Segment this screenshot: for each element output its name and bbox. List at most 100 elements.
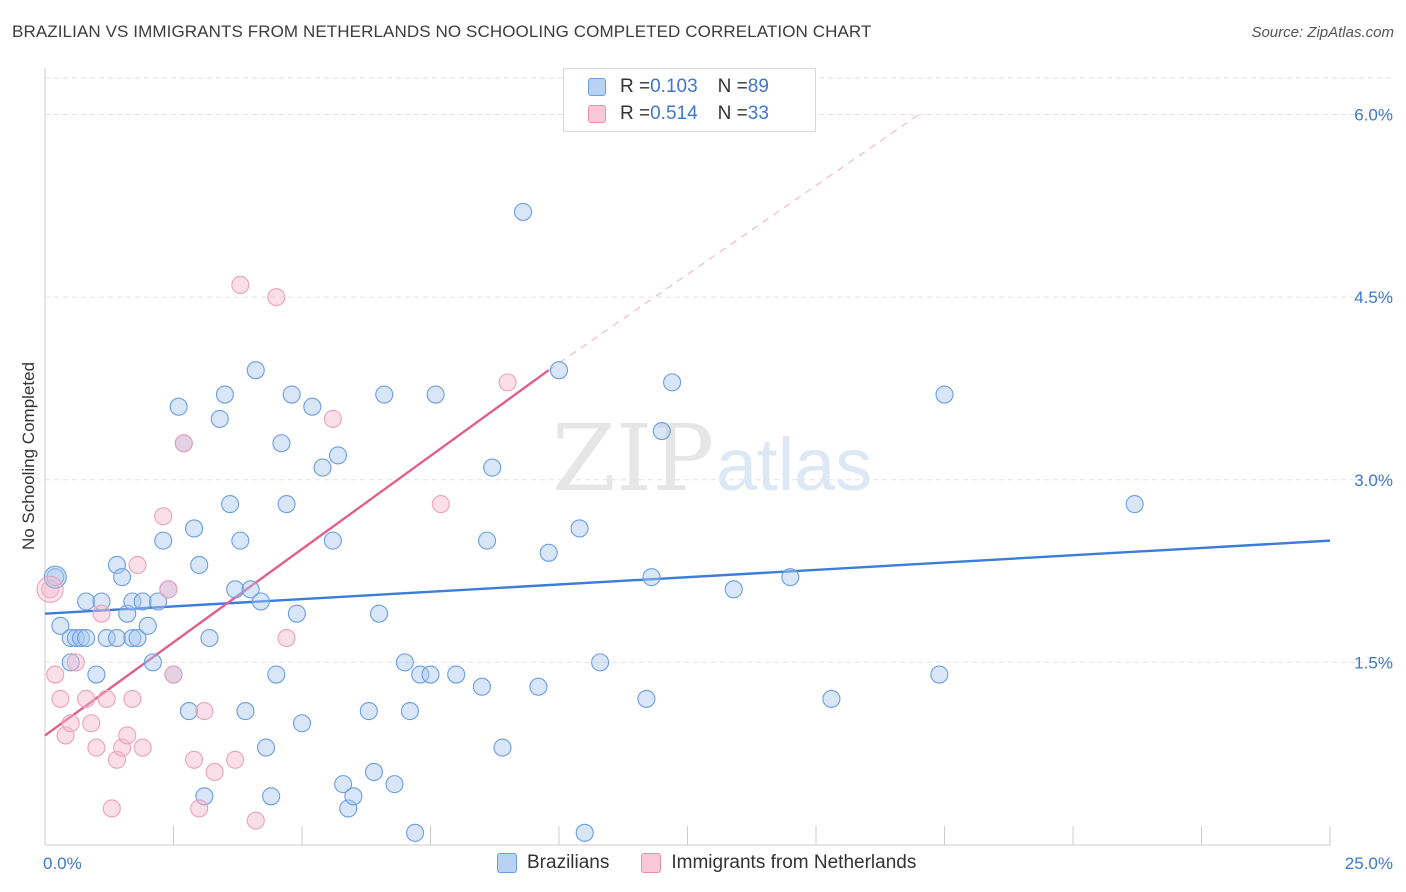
tick-labels: 1.5% 3.0% 4.5% 6.0% 0.0% 25.0% <box>43 106 1393 873</box>
r-label: R = <box>620 103 651 124</box>
point-netherlands <box>498 373 517 392</box>
point-brazilians <box>364 762 384 782</box>
point-brazilians <box>241 580 260 599</box>
point-brazilians <box>97 628 116 648</box>
point-brazilians <box>637 689 656 708</box>
x-tick-label-min: 0.0% <box>43 854 82 873</box>
point-brazilians <box>190 555 209 575</box>
data-points <box>36 202 1144 842</box>
point-netherlands <box>226 750 245 769</box>
point-brazilians <box>272 434 291 453</box>
r-label: R = <box>620 76 651 97</box>
point-netherlands <box>66 653 85 672</box>
point-brazilians <box>328 446 348 465</box>
point-netherlands <box>61 714 80 733</box>
legend-row-netherlands: R = 0.514 N = 33 <box>588 103 769 125</box>
point-brazilians <box>77 628 96 648</box>
point-brazilians <box>411 665 430 684</box>
point-brazilians <box>359 702 378 721</box>
point-brazilians <box>128 628 147 648</box>
point-brazilians <box>493 738 512 757</box>
point-brazilians <box>406 823 425 842</box>
point-brazilians <box>426 385 445 404</box>
y-tick-label: 6.0% <box>1354 106 1393 125</box>
point-brazilians <box>549 361 569 380</box>
point-brazilians <box>447 665 466 684</box>
point-brazilians <box>513 202 533 221</box>
legend-item-netherlands: Immigrants from Netherlands <box>641 852 916 874</box>
point-netherlands <box>195 702 214 721</box>
point-brazilians <box>570 519 589 538</box>
point-brazilians <box>575 823 594 842</box>
axes <box>44 68 1331 846</box>
point-brazilians <box>287 604 306 623</box>
n-value: 33 <box>747 103 769 124</box>
trendline-netherlands <box>44 369 550 737</box>
point-brazilians <box>539 543 558 562</box>
point-brazilians <box>200 628 219 648</box>
point-netherlands <box>159 580 178 599</box>
point-brazilians <box>375 385 394 404</box>
point-brazilians <box>87 665 106 684</box>
point-brazilians <box>154 531 173 550</box>
point-brazilians <box>400 702 419 721</box>
r-value: 0.514 <box>650 103 698 124</box>
watermark-atlas: atlas <box>716 423 872 506</box>
point-brazilians <box>71 628 91 648</box>
point-brazilians <box>344 787 363 806</box>
point-netherlands <box>246 811 265 830</box>
point-brazilians <box>822 689 841 708</box>
point-brazilians <box>220 495 240 514</box>
point-netherlands <box>51 689 70 708</box>
correlation-legend: R = 0.103 N = 89 R = 0.514 N = 33 <box>563 68 816 132</box>
point-brazilians <box>303 397 322 416</box>
legend-row-brazilians: R = 0.103 N = 89 <box>588 76 769 98</box>
watermark: ZIP atlas <box>552 405 872 512</box>
point-brazilians <box>472 677 491 696</box>
trendline-netherlands-extension <box>548 114 920 371</box>
point-brazilians <box>267 665 286 684</box>
point-netherlands <box>46 665 65 684</box>
point-brazilians <box>133 592 152 611</box>
n-label: N = <box>717 103 748 124</box>
point-brazilians <box>185 519 204 538</box>
point-brazilians <box>334 775 353 794</box>
point-brazilians <box>642 568 661 587</box>
point-netherlands <box>118 726 137 745</box>
point-brazilians <box>935 385 954 404</box>
point-netherlands <box>185 750 204 769</box>
point-netherlands <box>164 665 183 684</box>
legend-label: Immigrants from Netherlands <box>671 852 917 873</box>
legend-swatch-blue <box>497 853 517 873</box>
series-legend: Brazilians Immigrants from Netherlands <box>497 852 948 874</box>
point-brazilians <box>143 653 162 672</box>
y-tick-label: 3.0% <box>1354 471 1393 490</box>
legend-swatch-blue <box>588 78 606 96</box>
legend-swatch-pink <box>641 853 662 873</box>
point-brazilians <box>256 738 276 757</box>
point-brazilians <box>149 592 168 611</box>
n-value: 89 <box>747 76 769 97</box>
point-brazilians <box>251 592 270 611</box>
point-brazilians <box>61 628 80 648</box>
point-netherlands <box>77 689 96 708</box>
point-brazilians <box>591 653 610 672</box>
x-tick-label-max: 25.0% <box>1345 854 1393 873</box>
point-brazilians <box>282 385 301 404</box>
point-netherlands <box>82 714 101 733</box>
point-brazilians <box>529 677 548 696</box>
point-brazilians <box>663 373 682 392</box>
point-netherlands <box>154 507 173 526</box>
trendlines <box>44 114 1331 737</box>
point-brazilians <box>236 702 255 721</box>
point-netherlands <box>92 604 111 623</box>
point-brazilians <box>210 409 229 428</box>
point-brazilians <box>123 628 142 648</box>
legend-label: Brazilians <box>527 852 610 873</box>
y-tick-label: 4.5% <box>1354 288 1393 307</box>
y-axis-label: No Schooling Completed <box>19 362 38 550</box>
point-netherlands <box>431 495 450 514</box>
r-value: 0.103 <box>650 76 698 97</box>
y-tick-label: 1.5% <box>1354 653 1393 672</box>
